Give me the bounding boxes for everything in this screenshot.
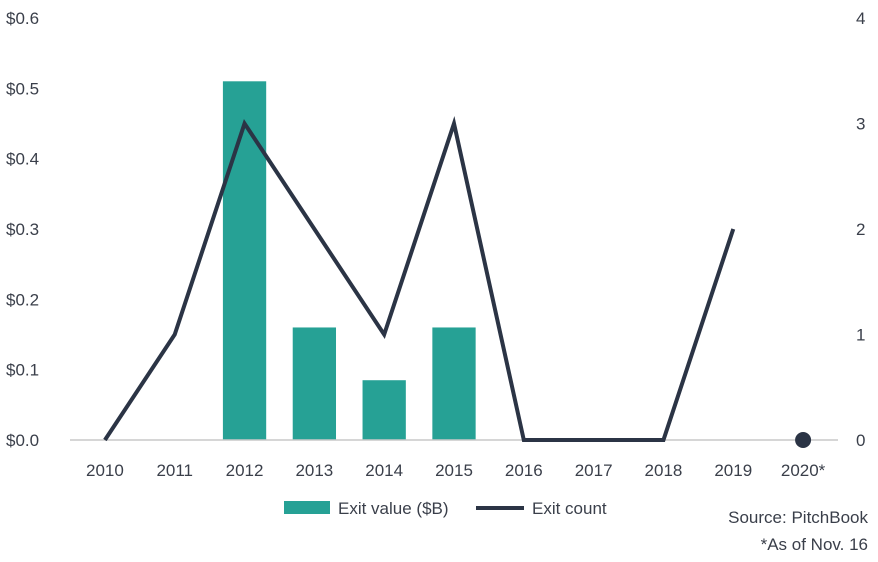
legend-label-exit-count: Exit count [532, 499, 607, 518]
x-tick-label: 2016 [505, 461, 543, 480]
right-tick-label: 3 [856, 115, 865, 134]
bar-2013 [292, 327, 337, 440]
left-tick-label: $0.6 [6, 9, 39, 28]
x-tick-label: 2017 [575, 461, 613, 480]
left-axis-ticks: $0.0 $0.1 $0.2 $0.3 $0.4 $0.5 $0.6 [6, 9, 39, 450]
footnote: *As of Nov. 16 [760, 535, 868, 554]
x-tick-label: 2015 [435, 461, 473, 480]
left-tick-label: $0.5 [6, 79, 39, 98]
left-tick-label: $0.1 [6, 361, 39, 380]
bar-2015 [432, 327, 476, 440]
bar-2014 [362, 380, 406, 440]
x-tick-label: 2014 [365, 461, 403, 480]
left-tick-label: $0.2 [6, 290, 39, 309]
source-note: Source: PitchBook [728, 508, 868, 527]
x-tick-label: 2020* [781, 461, 826, 480]
line-layer [103, 115, 812, 448]
x-tick-label: 2018 [645, 461, 683, 480]
legend-swatch-exit-value [284, 501, 330, 514]
legend-label-exit-value: Exit value ($B) [338, 499, 449, 518]
right-tick-label: 4 [856, 9, 865, 28]
bars-layer [222, 81, 476, 441]
bar-2012 [222, 81, 267, 441]
right-tick-label: 2 [856, 220, 865, 239]
x-tick-label: 2010 [86, 461, 124, 480]
left-tick-label: $0.3 [6, 220, 39, 239]
right-tick-label: 0 [856, 431, 865, 450]
x-axis-ticks: 2010 2011 2012 2013 2014 2015 2016 2017 2018 2019… [86, 461, 826, 480]
right-axis-ticks: 0 1 2 3 4 [856, 9, 865, 450]
x-tick-label: 2013 [295, 461, 333, 480]
legend: Exit value ($B) Exit count [284, 499, 607, 518]
left-tick-label: $0.0 [6, 431, 39, 450]
exit-count-line-segment-0 [103, 115, 736, 442]
x-tick-label: 2012 [226, 461, 264, 480]
x-tick-label: 2011 [156, 461, 193, 480]
x-tick-label: 2019 [714, 461, 752, 480]
left-tick-label: $0.4 [6, 150, 39, 169]
right-tick-label: 1 [856, 326, 865, 345]
exit-count-point-2020 [795, 432, 812, 448]
